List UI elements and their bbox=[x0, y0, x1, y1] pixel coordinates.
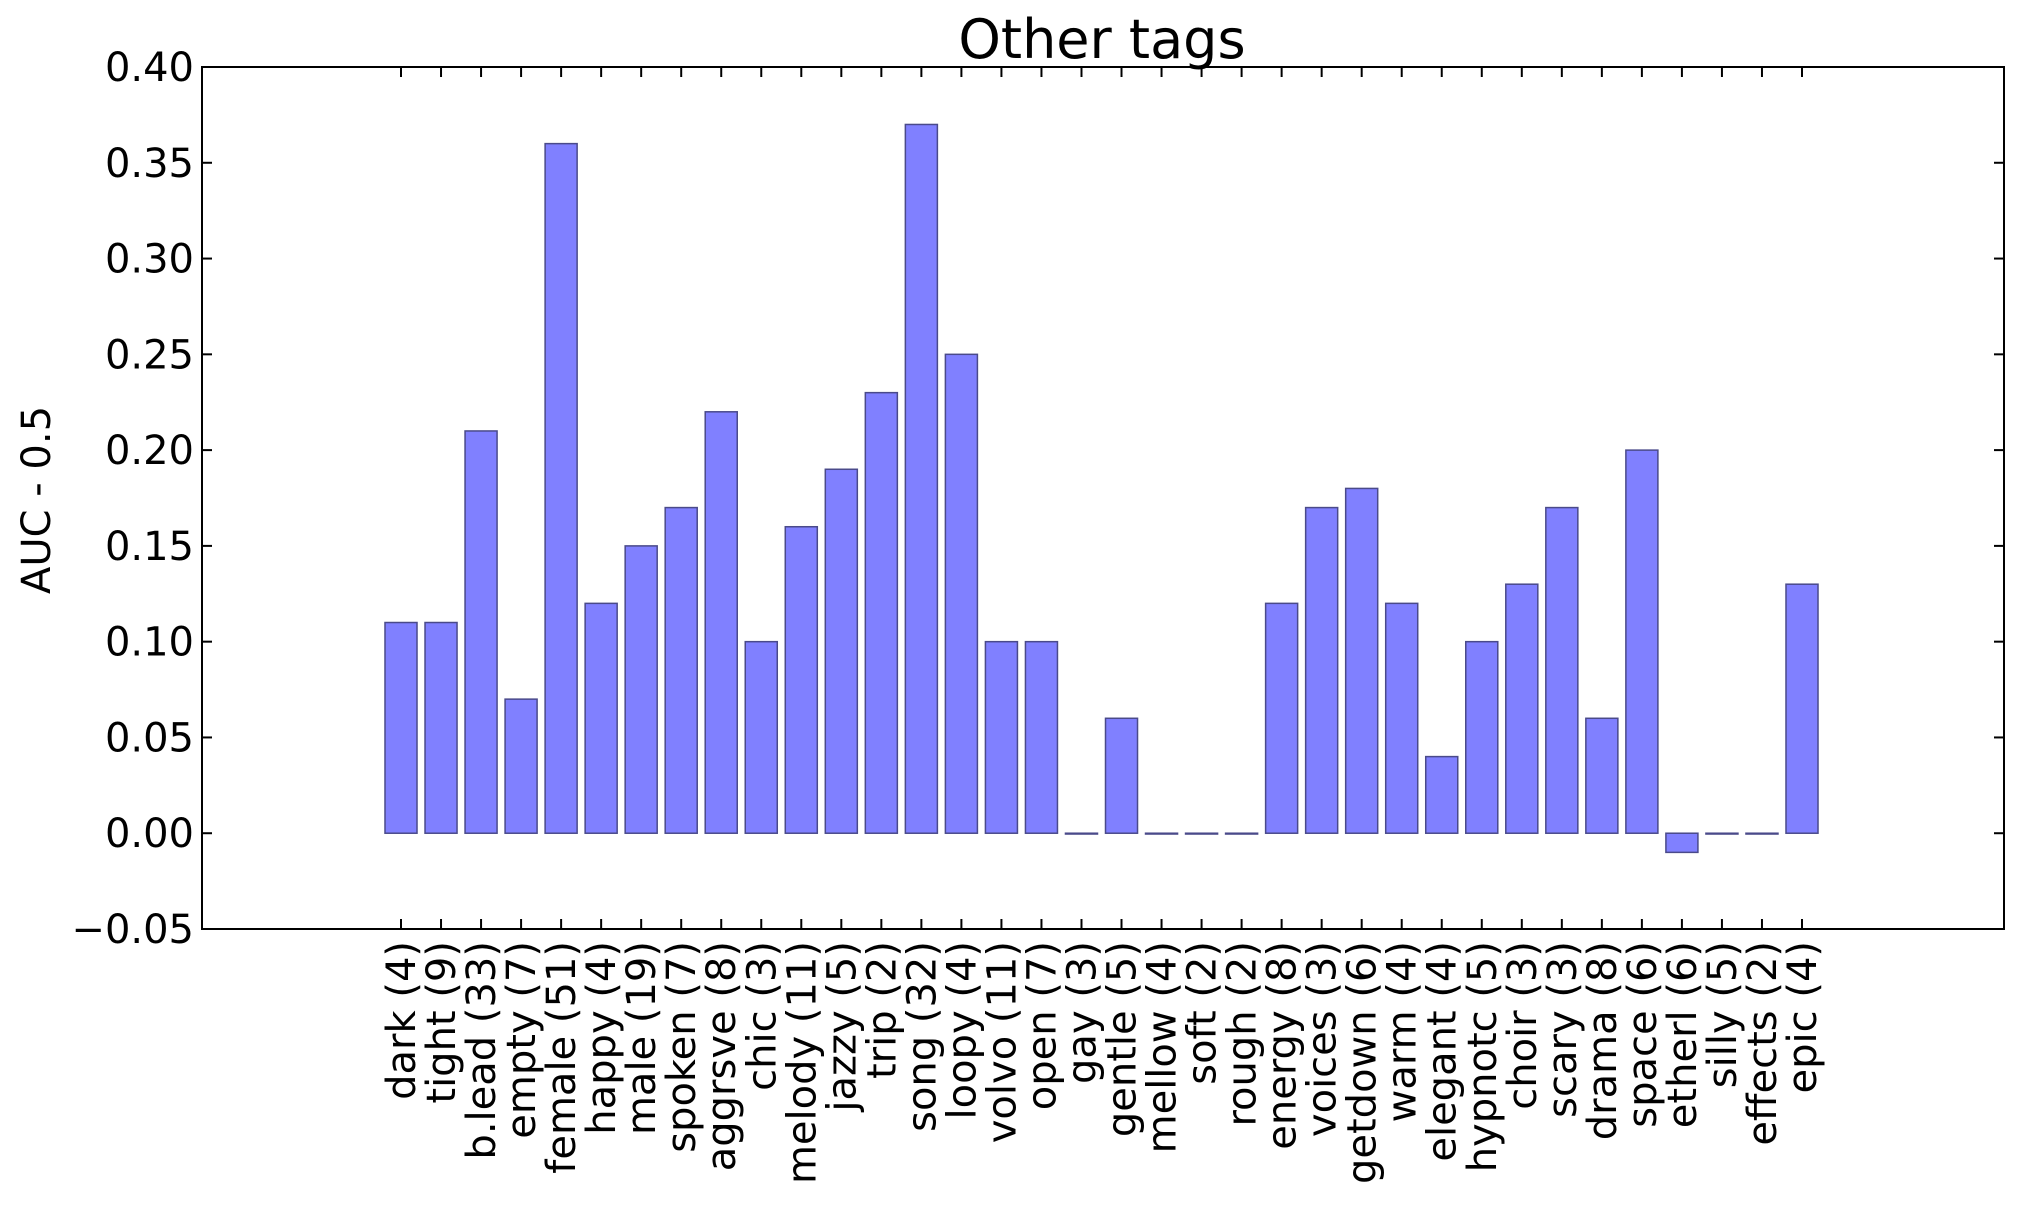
bar bbox=[784, 525, 819, 834]
bar bbox=[864, 391, 899, 834]
x-tick-label: getdown (6) bbox=[1340, 941, 1386, 1184]
x-tick-label: female (51) bbox=[539, 941, 585, 1174]
bar bbox=[1424, 755, 1459, 834]
bar bbox=[1625, 449, 1659, 834]
x-tick-label: chic (3) bbox=[739, 941, 785, 1091]
bar bbox=[424, 621, 458, 834]
bar bbox=[1465, 640, 1499, 834]
y-tick-label: 0.30 bbox=[105, 237, 194, 283]
x-tick-label: dark (4) bbox=[379, 941, 425, 1100]
x-tick-label: volvo (11) bbox=[979, 941, 1025, 1143]
x-tick-label: trip (2) bbox=[859, 941, 905, 1079]
y-tick-label: 0.25 bbox=[105, 332, 194, 378]
x-tick-label: warm (4) bbox=[1380, 941, 1426, 1122]
bar bbox=[1224, 832, 1259, 835]
bar bbox=[544, 142, 578, 834]
bar bbox=[1184, 832, 1219, 835]
bar bbox=[1585, 717, 1619, 834]
x-tick-label: etherl (6) bbox=[1660, 941, 1706, 1128]
bar bbox=[1705, 832, 1739, 835]
bar bbox=[1264, 602, 1299, 834]
bar bbox=[1785, 583, 1819, 834]
bar bbox=[1745, 832, 1779, 835]
y-tick-label: −0.05 bbox=[71, 907, 194, 953]
bar bbox=[1384, 602, 1419, 834]
y-axis: −0.05 0.00 0.05 0.10 0.15 0.20 0.25 0.30 0.35 0.4… bbox=[71, 45, 2004, 953]
plot-frame bbox=[201, 66, 2005, 930]
bar bbox=[584, 602, 618, 834]
bar bbox=[464, 430, 498, 834]
x-tick-label: mellow (4) bbox=[1140, 941, 1186, 1153]
bar bbox=[504, 698, 538, 834]
bar bbox=[384, 621, 418, 834]
bar bbox=[1665, 832, 1699, 854]
bar bbox=[624, 545, 658, 834]
x-tick-label: voices (3) bbox=[1300, 941, 1346, 1137]
x-tick-label: rough (2) bbox=[1220, 941, 1266, 1127]
x-tick-label: empty (7) bbox=[499, 941, 545, 1139]
x-tick-label: jazzy (5) bbox=[819, 941, 865, 1113]
x-tick-label: male (19) bbox=[619, 941, 665, 1135]
bar bbox=[824, 468, 859, 834]
bar bbox=[664, 506, 698, 834]
bar bbox=[1064, 832, 1099, 835]
bar bbox=[1304, 506, 1339, 834]
x-tick-label: space (6) bbox=[1620, 941, 1666, 1128]
x-tick-label: hypnotc (5) bbox=[1460, 941, 1506, 1172]
x-axis: dark (4)tight (9)b.lead (33)empty (7)fem… bbox=[379, 67, 1826, 1184]
x-tick-label: spoken (7) bbox=[659, 941, 705, 1153]
bar bbox=[1545, 506, 1579, 834]
x-tick-label: song (32) bbox=[899, 941, 945, 1132]
x-tick-label: epic (4) bbox=[1780, 941, 1826, 1093]
x-tick-label: soft (2) bbox=[1180, 941, 1226, 1085]
y-axis-label: AUC - 0.5 bbox=[14, 406, 60, 594]
y-tick-label: 0.10 bbox=[105, 620, 194, 666]
x-tick-label: scary (3) bbox=[1540, 941, 1586, 1118]
bar bbox=[1344, 487, 1379, 834]
bar bbox=[904, 123, 939, 834]
bar bbox=[984, 640, 1019, 834]
x-tick-label: open (7) bbox=[1019, 941, 1065, 1110]
x-tick-label: tight (9) bbox=[419, 941, 465, 1104]
bars-group bbox=[384, 123, 1819, 854]
bar bbox=[704, 411, 738, 834]
x-tick-label: b.lead (33) bbox=[459, 941, 505, 1160]
x-tick-label: melody (11) bbox=[779, 941, 825, 1184]
x-tick-label: aggrsve (8) bbox=[699, 941, 745, 1171]
x-tick-label: drama (8) bbox=[1580, 941, 1626, 1140]
bar bbox=[1024, 640, 1059, 834]
bar bbox=[1144, 832, 1179, 835]
bar bbox=[1104, 717, 1139, 834]
y-tick-label: 0.00 bbox=[105, 811, 194, 857]
y-tick-label: 0.20 bbox=[105, 428, 194, 474]
bar bbox=[1505, 583, 1539, 834]
bar bbox=[944, 353, 979, 834]
x-tick-label: energy (8) bbox=[1260, 941, 1306, 1150]
bar bbox=[744, 640, 779, 834]
x-tick-label: elegant (4) bbox=[1420, 941, 1466, 1162]
x-tick-label: happy (4) bbox=[579, 941, 625, 1135]
x-tick-label: gentle (5) bbox=[1100, 941, 1146, 1137]
x-tick-label: choir (3) bbox=[1500, 941, 1546, 1110]
chart-title: Other tags bbox=[958, 8, 1245, 71]
y-tick-label: 0.05 bbox=[105, 715, 194, 761]
x-tick-label: effects (2) bbox=[1740, 941, 1786, 1146]
y-tick-label: 0.40 bbox=[105, 45, 194, 91]
y-tick-label: 0.15 bbox=[105, 524, 194, 570]
x-tick-label: loopy (4) bbox=[939, 941, 985, 1120]
y-tick-label: 0.35 bbox=[105, 141, 194, 187]
x-tick-label: silly (5) bbox=[1700, 941, 1746, 1088]
x-tick-label: gay (3) bbox=[1059, 941, 1105, 1084]
